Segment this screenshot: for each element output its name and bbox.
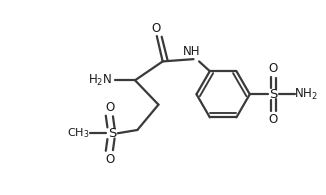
Text: S: S (269, 88, 277, 101)
Text: O: O (106, 101, 115, 114)
Text: S: S (108, 127, 116, 140)
Text: O: O (106, 153, 115, 166)
Text: NH: NH (183, 45, 201, 58)
Text: $\mathregular{CH_3}$: $\mathregular{CH_3}$ (67, 126, 89, 140)
Text: $\mathregular{H_2N}$: $\mathregular{H_2N}$ (88, 73, 112, 88)
Text: O: O (269, 62, 278, 75)
Text: O: O (269, 113, 278, 126)
Text: $\mathregular{NH_2}$: $\mathregular{NH_2}$ (294, 87, 318, 102)
Text: O: O (152, 22, 161, 35)
